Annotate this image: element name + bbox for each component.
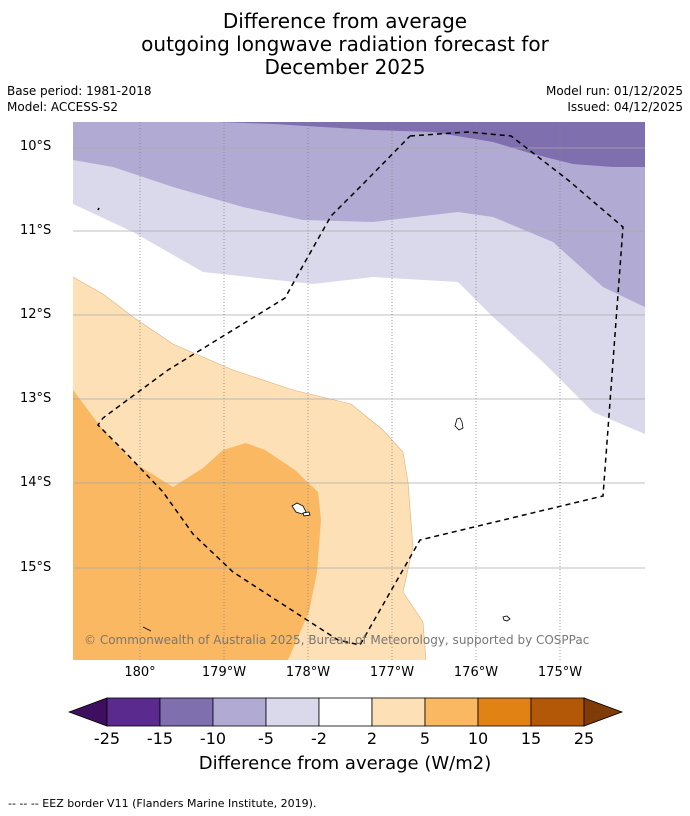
colorbar-segment	[265, 697, 320, 727]
copyright-text: © Commonwealth of Australia 2025, Bureau…	[84, 633, 590, 647]
lon-label: 178°W	[285, 665, 331, 680]
colorbar-tick: -10	[199, 729, 227, 748]
colorbar-tick: 15	[520, 729, 542, 748]
island-shape	[142, 626, 152, 632]
lat-label: 11°S	[20, 223, 52, 238]
lon-label: 180°	[124, 665, 156, 680]
lat-label: 10°S	[20, 139, 52, 154]
island-shape	[454, 417, 464, 431]
eez-border	[97, 131, 624, 646]
colorbar-tick: -2	[311, 729, 327, 748]
colorbar-segment	[318, 697, 373, 727]
colorbar-tick: 5	[419, 729, 431, 748]
contour-medium-purple	[218, 122, 645, 167]
colorbar-segment	[212, 697, 267, 727]
colorbar-tick: 2	[366, 729, 378, 748]
lat-label: 15°S	[20, 560, 52, 575]
colorbar-tick: -5	[258, 729, 274, 748]
lat-gridlines	[73, 147, 645, 569]
colorbar	[68, 697, 624, 727]
colorbar-segment	[424, 697, 479, 727]
colorbar-tick: 10	[467, 729, 489, 748]
map-panel[interactable]	[73, 122, 645, 660]
lon-label: 179°W	[201, 665, 247, 680]
colorbar-segment	[530, 697, 585, 727]
colorbar-tick: 25	[573, 729, 595, 748]
colorbar-tick: -15	[146, 729, 174, 748]
issued-date: Issued: 04/12/2025	[567, 100, 683, 114]
contour-light-purple	[73, 122, 645, 307]
colorbar-segment	[477, 697, 532, 727]
lat-label: 13°S	[20, 391, 52, 406]
title-line-2: outgoing longwave radiation forecast for	[141, 32, 549, 56]
island-shape	[302, 511, 311, 517]
island-shape	[502, 615, 511, 622]
contour-orange	[73, 390, 321, 660]
model-name: Model: ACCESS-S2	[7, 100, 119, 114]
model-run: Model run: 01/12/2025	[545, 84, 683, 98]
lat-label: 14°S	[20, 475, 52, 490]
colorbar-tick: -25	[93, 729, 121, 748]
base-period: Base period: 1981-2018	[7, 84, 152, 98]
map-svg	[73, 122, 645, 660]
eez-legend: -- -- -- EEZ border V11 (Flanders Marine…	[8, 797, 317, 810]
lon-label: 175°W	[537, 665, 583, 680]
lon-label: 176°W	[453, 665, 499, 680]
colorbar-extend-low	[68, 697, 108, 727]
colorbar-segment	[371, 697, 426, 727]
lat-label: 12°S	[20, 307, 52, 322]
lon-label: 177°W	[369, 665, 415, 680]
title-line-3: December 2025	[264, 55, 426, 79]
island-shape	[291, 502, 307, 515]
colorbar-segment	[106, 697, 161, 727]
colorbar-segment	[159, 697, 214, 727]
colorbar-title: Difference from average (W/m2)	[198, 753, 492, 774]
contour-line	[73, 276, 427, 660]
title-line-1: Difference from average	[222, 9, 468, 33]
colorbar-extend-high	[583, 697, 624, 727]
